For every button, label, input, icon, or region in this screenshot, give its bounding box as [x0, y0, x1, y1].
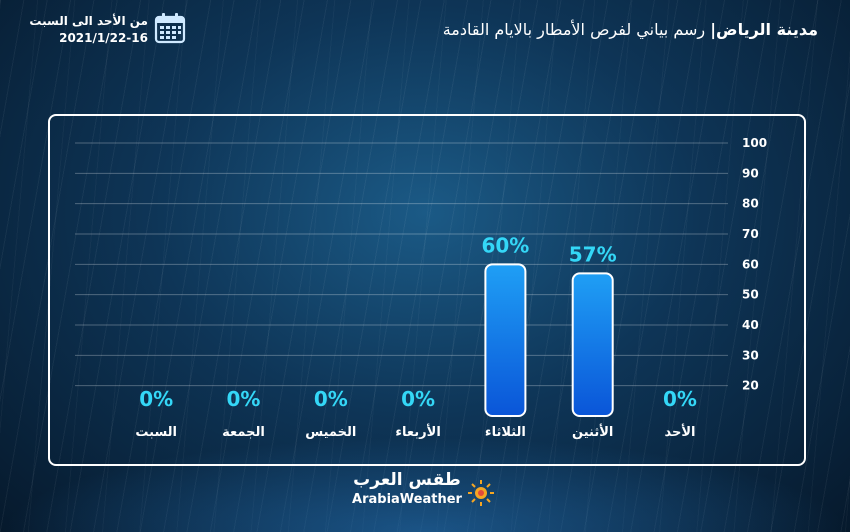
arabiaweather-logo: [468, 480, 494, 506]
x-category-label: الثلاثاء: [485, 425, 526, 440]
brand-arabic-name: طقس العرب: [353, 470, 461, 490]
bar-value-label: 0%: [401, 387, 435, 411]
bar-value-label: 57%: [569, 242, 617, 266]
brand: طقس العرب ArabiaWeather: [352, 470, 502, 520]
brand-english-name: ArabiaWeather: [352, 492, 462, 507]
y-tick-label: 50: [742, 288, 759, 302]
chart-panel: [48, 114, 806, 466]
water-floor-glow: [0, 437, 850, 532]
y-tick-label: 30: [742, 348, 759, 362]
bar-value-label: 0%: [663, 387, 697, 411]
y-tick-label: 90: [742, 166, 759, 180]
x-category-label: الأحد: [664, 423, 695, 440]
x-category-label: الجمعة: [222, 425, 265, 440]
x-category-label: الأثنين: [572, 423, 613, 440]
y-tick-label: 20: [742, 379, 759, 393]
y-tick-label: 60: [742, 257, 759, 271]
bar: [571, 272, 614, 417]
calendar-icon: [154, 13, 186, 44]
x-category-label: السبت: [135, 425, 177, 440]
y-tick-label: 70: [742, 227, 759, 241]
bar-value-label: 0%: [139, 387, 173, 411]
chart-subtitle: رسم بياني لفرص الأمطار بالايام القادمة: [442, 20, 711, 39]
page-title: مدينة الرياض| رسم بياني لفرص الأمطار بال…: [443, 20, 818, 39]
bar-value-label: 0%: [227, 387, 261, 411]
date-range: من الأحد الى السبت 2021/1/22-16: [29, 10, 190, 50]
bar: [484, 263, 527, 418]
date-range-days: من الأحد الى السبت: [29, 14, 148, 28]
city-name: مدينة الرياض|: [710, 20, 818, 39]
date-range-dates: 2021/1/22-16: [59, 31, 148, 45]
y-tick-label: 80: [742, 197, 759, 211]
y-tick-label: 100: [742, 136, 767, 150]
bar-value-label: 60%: [481, 233, 529, 257]
x-category-label: الخميس: [305, 425, 356, 440]
x-category-label: الأربعاء: [395, 423, 440, 440]
bar-value-label: 0%: [314, 387, 348, 411]
y-tick-label: 40: [742, 318, 759, 332]
